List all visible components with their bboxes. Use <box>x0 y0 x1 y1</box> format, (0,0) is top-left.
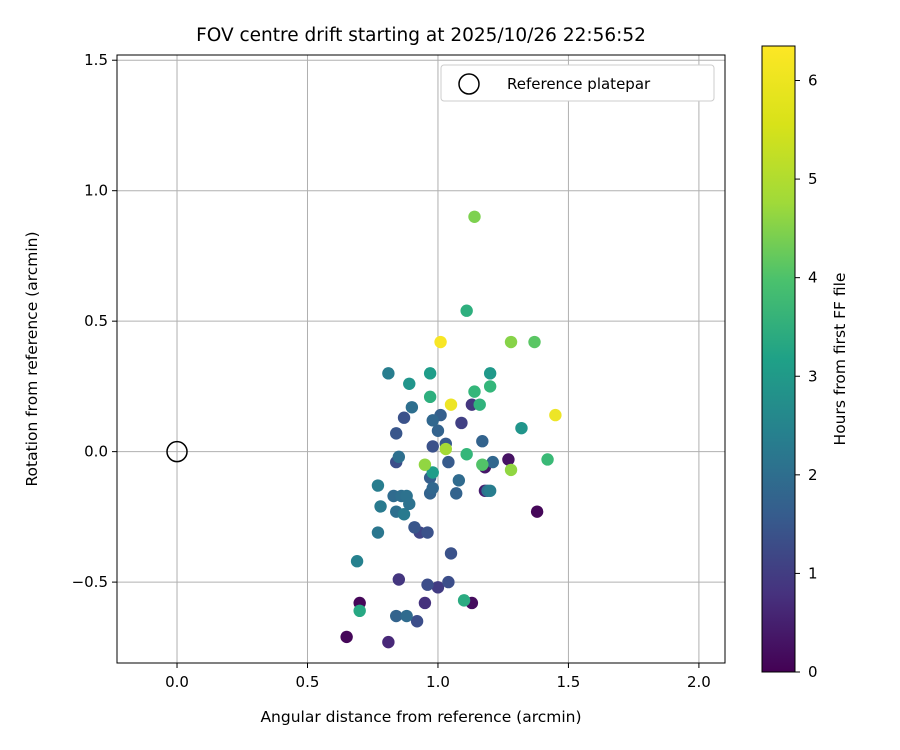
data-point <box>444 398 458 411</box>
data-point <box>421 526 434 539</box>
data-point <box>390 427 403 440</box>
colorbar-tick-label: 5 <box>808 170 818 188</box>
x-tick-label: 0.5 <box>296 673 320 691</box>
x-tick-label: 2.0 <box>687 673 711 691</box>
reference-platepar-marker <box>166 440 188 463</box>
data-point <box>397 508 411 521</box>
data-point <box>423 390 437 404</box>
y-tick-label: 0.5 <box>84 312 108 330</box>
legend: Reference platepar <box>440 64 715 102</box>
data-point <box>350 555 364 568</box>
data-point <box>476 434 489 448</box>
data-point <box>382 367 395 380</box>
data-point <box>382 635 395 649</box>
data-point <box>460 304 473 317</box>
data-point <box>468 210 481 223</box>
colorbar-tick-label: 6 <box>808 72 818 90</box>
data-point <box>400 609 413 623</box>
colorbar: 0 1 2 3 4 5 6 Hours from first FF file <box>761 45 849 681</box>
legend-box <box>440 64 715 102</box>
x-axis-ticks: 0.0 0.5 1.0 1.5 2.0 <box>165 663 711 691</box>
data-point <box>450 487 463 500</box>
data-point <box>452 474 466 487</box>
colorbar-tick-label: 2 <box>808 466 818 484</box>
data-point <box>504 335 518 349</box>
data-point <box>439 442 452 456</box>
data-point <box>483 367 497 380</box>
data-point <box>457 594 471 607</box>
data-point <box>423 367 437 380</box>
y-tick-label: −0.5 <box>72 573 108 591</box>
data-point <box>392 450 406 464</box>
data-point <box>403 377 416 390</box>
data-point <box>426 440 439 453</box>
data-point <box>483 380 497 393</box>
chart-title: FOV centre drift starting at 2025/10/26 … <box>196 25 646 46</box>
data-point <box>460 448 473 461</box>
data-point <box>410 615 424 628</box>
data-point <box>371 526 385 539</box>
data-point <box>408 521 421 534</box>
y-tick-label: 1.0 <box>84 182 108 200</box>
data-points <box>340 210 562 649</box>
data-point <box>353 604 366 618</box>
x-axis-label: Angular distance from reference (arcmin) <box>260 708 581 726</box>
y-tick-label: 1.5 <box>84 51 108 69</box>
data-point <box>431 581 445 594</box>
plot-frame <box>116 54 726 664</box>
data-point <box>486 455 499 469</box>
data-point <box>442 575 455 589</box>
data-point <box>541 453 554 466</box>
data-point <box>397 411 411 424</box>
colorbar-gradient <box>761 45 796 673</box>
data-point <box>455 416 468 430</box>
x-tick-label: 1.0 <box>426 673 450 691</box>
data-point <box>476 458 489 471</box>
y-axis-ticks: −0.5 0.0 0.5 1.0 1.5 <box>72 51 117 591</box>
data-point <box>468 385 481 398</box>
data-point <box>418 458 432 471</box>
data-point <box>374 500 387 513</box>
colorbar-tick-label: 1 <box>808 564 818 582</box>
y-axis-label: Rotation from reference (arcmin) <box>23 231 41 486</box>
data-point <box>442 455 455 469</box>
colorbar-label: Hours from first FF file <box>831 273 849 446</box>
legend-label-reference: Reference platepar <box>507 75 651 93</box>
data-point <box>528 335 541 349</box>
data-point <box>515 421 528 435</box>
data-point <box>431 424 445 437</box>
data-point <box>426 481 439 495</box>
data-point <box>392 573 406 586</box>
data-point <box>530 505 544 518</box>
data-point <box>421 578 434 591</box>
data-point <box>403 497 416 511</box>
data-point <box>444 547 458 560</box>
data-point <box>371 479 385 492</box>
colorbar-tick-label: 3 <box>808 367 818 385</box>
data-point <box>418 596 432 610</box>
colorbar-tick-label: 4 <box>808 269 818 287</box>
data-point <box>405 401 419 414</box>
legend-marker-reference <box>458 73 480 95</box>
reference-marker-layer <box>166 440 188 463</box>
x-tick-label: 0.0 <box>165 673 189 691</box>
data-point <box>483 484 497 497</box>
colorbar-tick-label: 0 <box>808 663 818 681</box>
grid <box>117 55 725 663</box>
data-point <box>502 453 515 466</box>
data-point <box>504 463 518 477</box>
data-point <box>434 335 447 349</box>
data-point <box>340 630 353 644</box>
colorbar-ticks: 0 1 2 3 4 5 6 <box>795 72 818 681</box>
x-tick-label: 1.5 <box>557 673 581 691</box>
data-point <box>426 414 439 427</box>
data-point <box>390 609 403 623</box>
data-point <box>426 466 439 479</box>
y-tick-label: 0.0 <box>84 443 108 461</box>
data-point <box>473 398 486 411</box>
data-point <box>549 408 562 422</box>
